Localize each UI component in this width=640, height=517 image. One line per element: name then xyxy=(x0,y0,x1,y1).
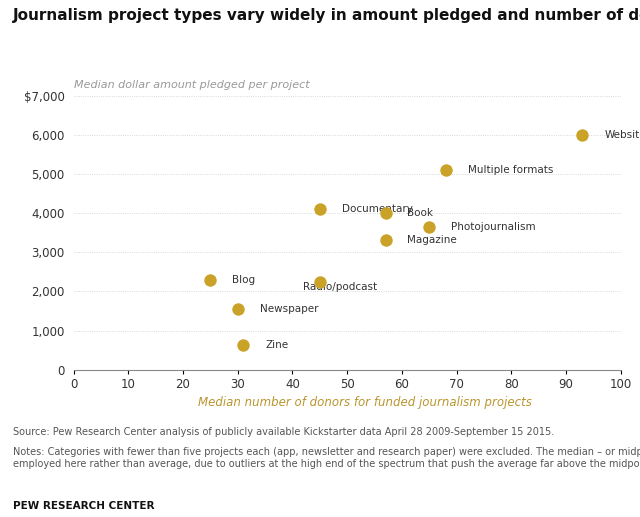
Text: Source: Pew Research Center analysis of publicly available Kickstarter data Apri: Source: Pew Research Center analysis of … xyxy=(13,427,554,436)
Point xyxy=(315,205,325,214)
Point xyxy=(238,341,248,349)
Text: Newspaper: Newspaper xyxy=(260,304,318,314)
Text: Median number of donors for funded journalism projects: Median number of donors for funded journ… xyxy=(198,396,532,408)
Point xyxy=(205,276,216,284)
Text: Book: Book xyxy=(408,208,433,218)
Text: Website: Website xyxy=(604,130,640,140)
Point xyxy=(233,305,243,313)
Point xyxy=(577,131,588,139)
Text: Multiple formats: Multiple formats xyxy=(468,165,553,175)
Text: Blog: Blog xyxy=(232,275,255,285)
Text: Radio/podcast: Radio/podcast xyxy=(303,282,378,293)
Point xyxy=(315,278,325,286)
Point xyxy=(380,236,390,245)
Text: Zine: Zine xyxy=(265,340,288,351)
Text: Documentary: Documentary xyxy=(342,204,413,214)
Text: Notes: Categories with fewer than five projects each (app, newsletter and resear: Notes: Categories with fewer than five p… xyxy=(13,447,640,469)
Text: Journalism project types vary widely in amount pledged and number of donors: Journalism project types vary widely in … xyxy=(13,8,640,23)
Text: PEW RESEARCH CENTER: PEW RESEARCH CENTER xyxy=(13,501,154,511)
Text: Magazine: Magazine xyxy=(408,235,457,246)
Point xyxy=(380,209,390,217)
Point xyxy=(440,166,451,174)
Point xyxy=(424,223,435,231)
Text: Median dollar amount pledged per project: Median dollar amount pledged per project xyxy=(74,81,309,90)
Text: Photojournalism: Photojournalism xyxy=(451,222,536,232)
